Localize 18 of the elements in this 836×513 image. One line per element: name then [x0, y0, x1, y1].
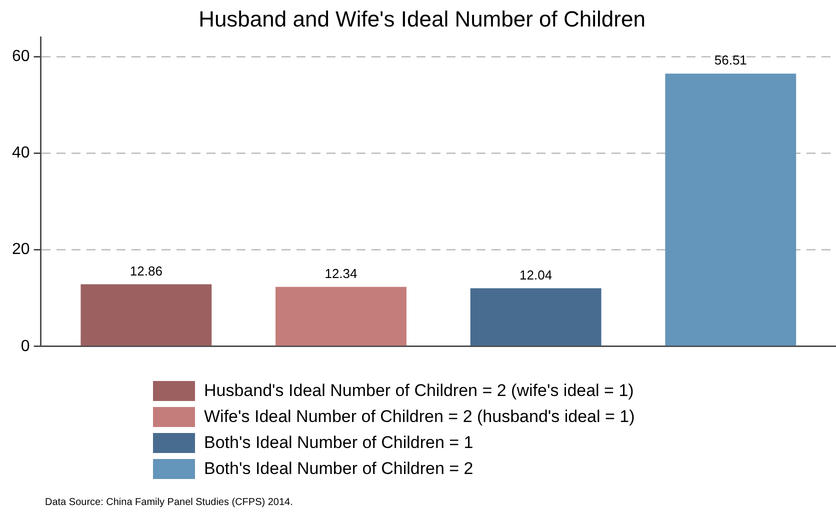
bar [470, 288, 602, 346]
y-tick-label: 20 [12, 241, 30, 258]
y-tick-label: 40 [12, 144, 30, 162]
bar [276, 286, 406, 346]
legend-label: Wife's Ideal Number of Children = 2 (husband's ideal = 1) [204, 407, 635, 427]
source-note: Data Source: China Family Panel Studies (CFPS) 2014. [45, 497, 293, 508]
y-tick-label: 60 [12, 48, 30, 66]
data-label: 12.04 [520, 267, 552, 282]
legend-label: Both's Ideal Number of Children = 2 [204, 459, 474, 479]
legend-label: Both's Ideal Number of Children = 1 [204, 433, 474, 453]
data-label: 12.86 [130, 263, 162, 278]
bar [665, 74, 796, 346]
data-label: 56.51 [714, 52, 747, 68]
bar [80, 284, 212, 346]
legend-label: Husband's Ideal Number of Children = 2 (wife's ideal = 1) [204, 381, 634, 401]
chart-title: Husband and Wife's Ideal Number of Children [198, 6, 646, 32]
y-tick-label: 0 [20, 338, 30, 355]
data-label: 12.34 [324, 266, 358, 281]
